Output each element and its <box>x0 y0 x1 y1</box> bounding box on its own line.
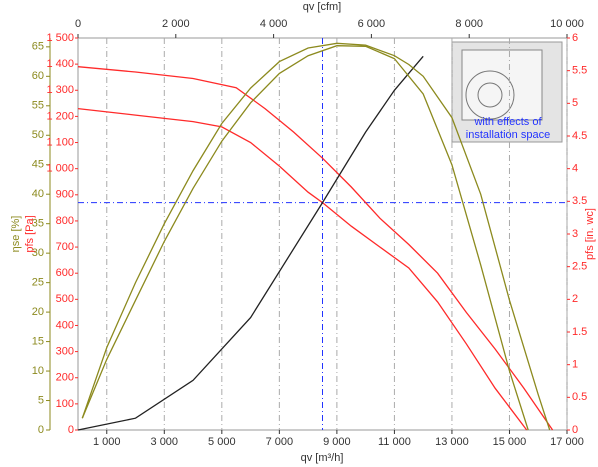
y2-tick-label: 1 <box>572 359 578 371</box>
y3-tick-label: 5 <box>38 394 44 406</box>
x2-tick-label: 4 000 <box>260 18 288 30</box>
x-tick-label: 11 000 <box>378 436 411 448</box>
x2-tick-label: 2 000 <box>162 18 190 30</box>
y2-tick-label: 4 <box>572 163 578 175</box>
y2-tick-label: 5.5 <box>572 65 587 77</box>
y3-tick-label: 0 <box>38 424 44 436</box>
x-tick-label: 15 000 <box>493 436 527 448</box>
y-tick-label: 800 <box>56 215 74 227</box>
x-tick-label: 1 000 <box>93 436 121 448</box>
y3-tick-label: 30 <box>32 247 44 259</box>
y-tick-label: 600 <box>56 267 74 279</box>
x2-axis-title: qv [cfm] <box>303 1 342 13</box>
y-tick-label: 0 <box>68 424 74 436</box>
x2-tick-label: 10 000 <box>550 18 584 30</box>
y3-tick-label: 50 <box>32 129 44 141</box>
y2-tick-label: 0.5 <box>572 391 587 403</box>
y3-tick-label: 20 <box>32 306 44 318</box>
y-tick-label: 100 <box>56 398 74 410</box>
y3-axis-title: ηse [%] <box>10 216 22 253</box>
y3-tick-label: 25 <box>32 277 44 289</box>
y2-tick-label: 3.5 <box>572 195 587 207</box>
y3-tick-label: 10 <box>32 365 44 377</box>
inset-impeller <box>465 70 515 120</box>
x2-tick-label: 0 <box>75 18 81 30</box>
y-tick-label: 1 400 <box>46 58 74 70</box>
y3-tick-label: 65 <box>32 41 44 53</box>
y2-tick-label: 6 <box>572 32 578 44</box>
annotation: with effects of installation space <box>466 116 550 141</box>
x-tick-label: 17 000 <box>550 436 584 448</box>
y2-tick-label: 5 <box>572 97 578 109</box>
inset <box>451 41 563 143</box>
x-tick-label: 13 000 <box>435 436 469 448</box>
y3-tick-label: 45 <box>32 159 44 171</box>
y2-tick-label: 3 <box>572 228 578 240</box>
y2-axis-title: pfs [in. wc] <box>584 208 596 260</box>
x-tick-label: 5 000 <box>208 436 236 448</box>
y3-tick-label: 15 <box>32 335 44 347</box>
y3-tick-label: 60 <box>32 70 44 82</box>
y2-tick-label: 2 <box>572 293 578 305</box>
y-tick-label: 1 300 <box>46 84 74 96</box>
x-tick-label: 7 000 <box>266 436 294 448</box>
x2-tick-label: 8 000 <box>455 18 483 30</box>
y-tick-label: 500 <box>56 293 74 305</box>
y-tick-label: 700 <box>56 241 74 253</box>
y2-tick-label: 1.5 <box>572 326 587 338</box>
y-tick-label: 1 100 <box>46 136 74 148</box>
y-tick-label: 1 000 <box>46 163 74 175</box>
x-axis-title: qv [m³/h] <box>301 452 344 464</box>
series-line <box>81 45 529 431</box>
series-line <box>77 107 528 431</box>
y-tick-label: 300 <box>56 346 74 358</box>
y-tick-label: 400 <box>56 319 74 331</box>
y-axis-title: pfs [Pa] <box>24 215 36 252</box>
inset-hub <box>477 82 503 108</box>
x2-tick-label: 6 000 <box>358 18 386 30</box>
y2-tick-label: 4.5 <box>572 130 587 142</box>
y2-tick-label: 2.5 <box>572 261 587 273</box>
y2-tick-label: 0 <box>572 424 578 436</box>
y-tick-label: 200 <box>56 372 74 384</box>
y-tick-label: 1 500 <box>46 32 74 44</box>
y3-tick-label: 40 <box>32 188 44 200</box>
series-line <box>77 66 554 431</box>
y-tick-label: 1 200 <box>46 110 74 122</box>
series-line <box>81 42 551 431</box>
series-line <box>77 55 424 431</box>
y-tick-label: 900 <box>56 189 74 201</box>
x-tick-label: 3 000 <box>151 436 179 448</box>
inset-housing <box>461 49 543 121</box>
y3-tick-label: 55 <box>32 100 44 112</box>
x-tick-label: 9 000 <box>323 436 351 448</box>
y3-tick-label: 35 <box>32 218 44 230</box>
